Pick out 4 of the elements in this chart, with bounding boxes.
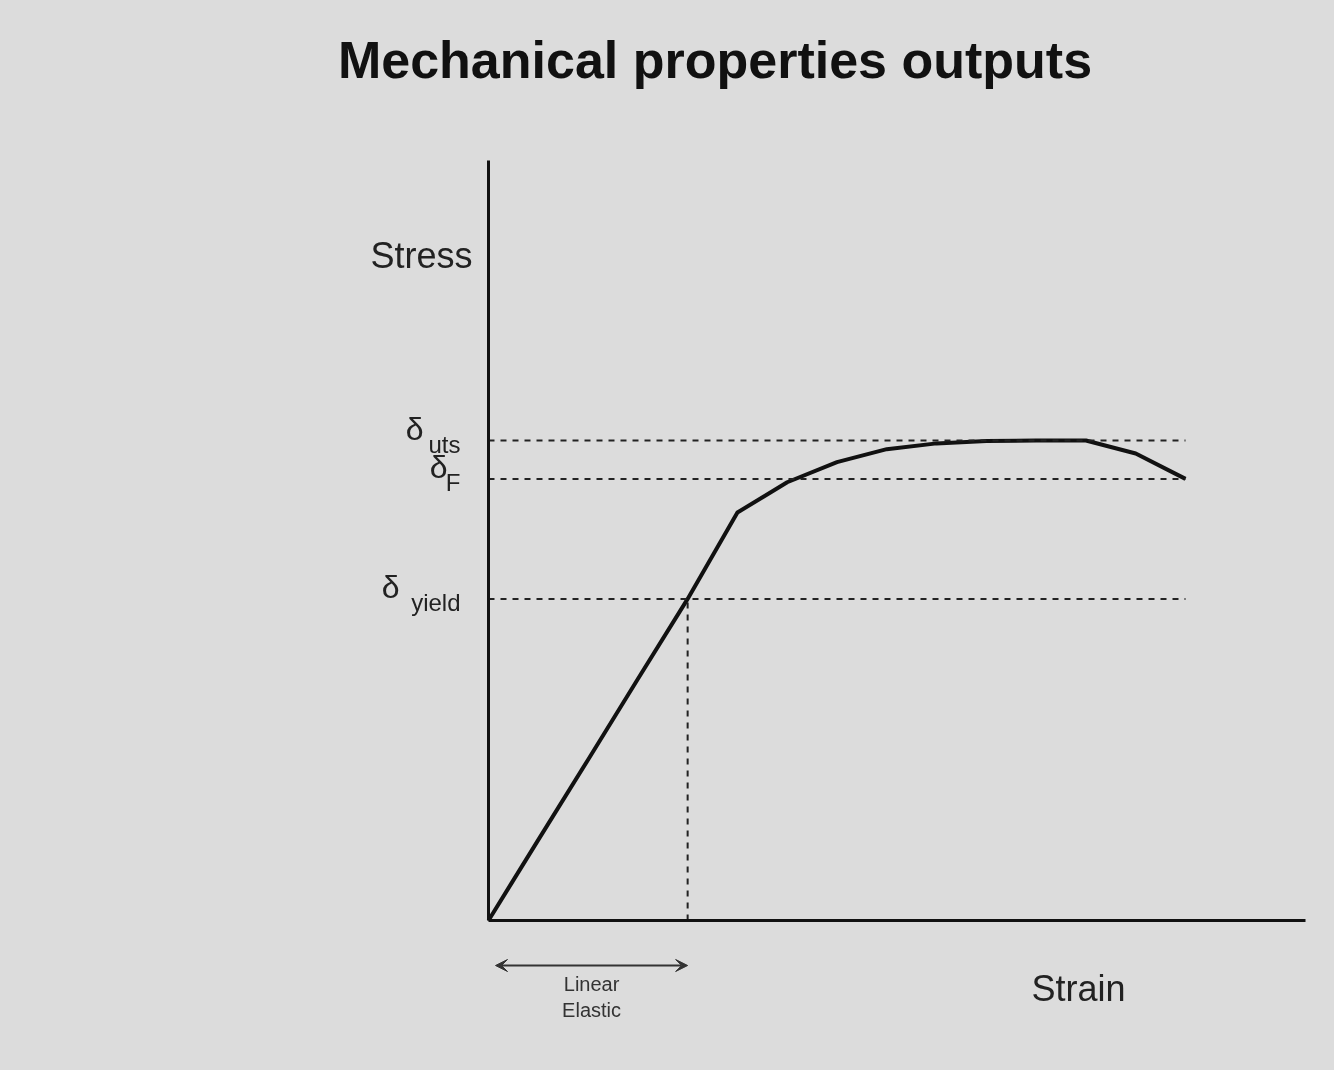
chart-title: Mechanical properties outputs bbox=[337, 30, 1093, 91]
y-axis-title: Stress bbox=[370, 235, 473, 276]
x-axis-title: Strain bbox=[1031, 968, 1126, 1009]
text: Linear Elastic bbox=[562, 972, 622, 1021]
